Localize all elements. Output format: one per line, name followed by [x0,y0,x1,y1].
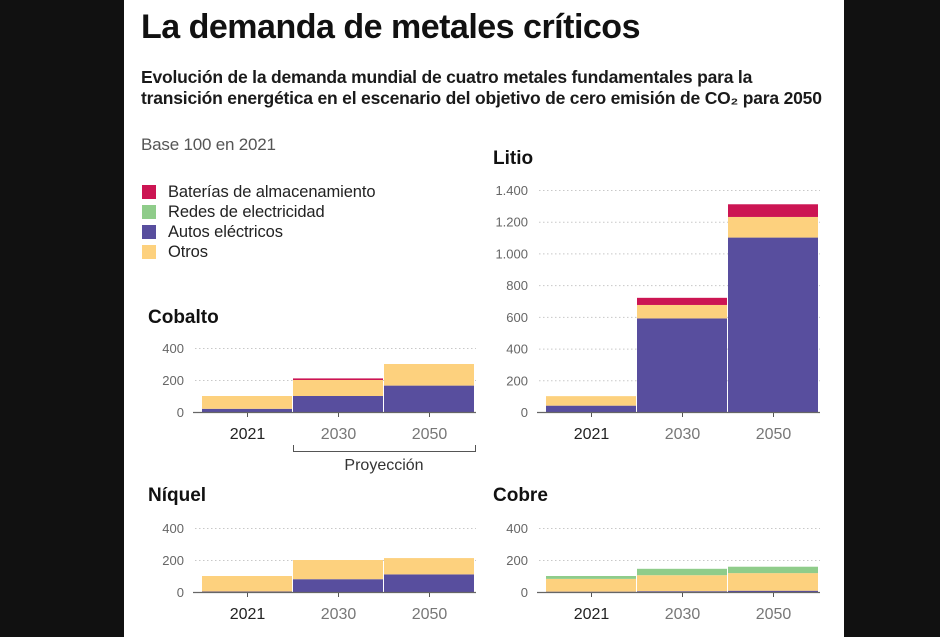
y-tick-label: 0 [521,405,528,420]
projection-label: Proyección [344,457,423,474]
chart-litio: 0 200 400 600 800 1.000 1.200 1.400 2021 2030 2050 [495,183,820,443]
chart-title-cobre: Cobre [493,485,548,506]
y-tick-label: 200 [506,553,528,568]
bar-segment-autos-el-ctricos [546,405,636,412]
chart-niquel: 0 200 400 2021 2030 2050 [162,521,476,623]
x-category-label: 2050 [412,606,448,623]
legend-label: Redes de electricidad [168,202,325,221]
bar-segment-redes-de-electricidad [728,566,818,574]
bar-segment-otros [202,396,292,409]
chart-title-cobalto: Cobalto [148,307,219,328]
legend-label: Autos eléctricos [168,222,283,241]
x-category-label: 2021 [230,426,266,443]
bar-segment-autos-el-ctricos [293,579,383,592]
legend: Baterías de almacenamiento Redes de elec… [142,182,376,262]
bar-segment-otros [293,560,383,580]
subtitle: Evolución de la demanda mundial de cuatr… [141,67,822,108]
bar-segment-autos-el-ctricos [728,237,818,412]
bar-segment-otros [728,573,818,591]
bar-segment-autos-el-ctricos [637,318,727,412]
bar-segment-otros [637,575,727,592]
bar-segment-bater-as-de-almacenamiento [293,378,383,380]
x-category-label: 2021 [230,606,266,623]
chart-cobre: 0 200 400 2021 2030 2050 [506,521,820,623]
bar-segment-autos-el-ctricos [384,574,474,592]
chart-cobalto: 0 200 400 2021 2030 2050 [162,341,476,443]
y-tick-label: 200 [162,553,184,568]
bar-segment-autos-el-ctricos [202,408,292,412]
y-tick-label: 800 [506,278,528,293]
y-tick-label: 400 [506,342,528,357]
bar-segment-otros [728,216,818,238]
x-category-label: 2021 [574,426,610,443]
bar-segment-autos-el-ctricos [637,591,727,592]
projection-bracket-line [293,445,476,452]
y-tick-label: 400 [506,521,528,536]
legend-swatch [142,225,156,239]
y-tick-label: 600 [506,310,528,325]
chart-title-niquel: Níquel [148,485,207,506]
bar-segment-autos-el-ctricos [384,385,474,412]
y-tick-label: 400 [162,341,184,356]
legend-label: Otros [168,242,208,261]
bar-segment-otros [546,396,636,406]
bar-segment-otros [546,578,636,592]
x-category-label: 2050 [756,426,792,443]
x-category-label: 2030 [665,606,701,623]
bar-segment-autos-el-ctricos [293,396,383,412]
projection-bracket: Proyección [293,445,476,474]
legend-label: Baterías de almacenamiento [168,182,376,201]
y-tick-label: 0 [177,405,184,420]
bar-segment-otros [637,304,727,319]
legend-swatch [142,205,156,219]
bar-segment-autos-el-ctricos [728,590,818,592]
x-category-label: 2030 [321,426,357,443]
base-note: Base 100 en 2021 [141,135,276,154]
y-tick-label: 0 [177,585,184,600]
bar-segment-otros [293,380,383,396]
legend-swatch [142,245,156,259]
y-tick-label: 200 [162,373,184,388]
page-title: La demanda de metales críticos [141,8,640,46]
legend-item-otros: Otros [142,242,375,262]
chart-title-litio: Litio [493,148,534,169]
x-category-label: 2030 [665,426,701,443]
legend-swatch [142,185,156,199]
x-category-label: 2021 [574,606,610,623]
legend-item-autos: Autos eléctricos [142,222,375,242]
bar-segment-bater-as-de-almacenamiento [728,204,818,217]
x-category-label: 2050 [412,426,448,443]
x-category-label: 2050 [756,606,792,623]
y-tick-label: 1.000 [495,246,528,261]
y-tick-label: 200 [506,373,528,388]
bar-segment-otros [384,364,474,386]
bar-segment-otros [202,576,292,592]
bar-segment-redes-de-electricidad [637,568,727,576]
bar-segment-redes-de-electricidad [546,576,636,579]
legend-item-redes: Redes de electricidad [142,202,375,222]
bar-segment-otros [384,558,474,575]
y-tick-label: 0 [521,585,528,600]
x-category-label: 2030 [321,606,357,623]
y-tick-label: 1.400 [495,183,528,198]
y-tick-label: 400 [162,521,184,536]
legend-item-baterias: Baterías de almacenamiento [142,182,376,202]
y-tick-label: 1.200 [495,215,528,230]
bar-segment-bater-as-de-almacenamiento [637,297,727,305]
